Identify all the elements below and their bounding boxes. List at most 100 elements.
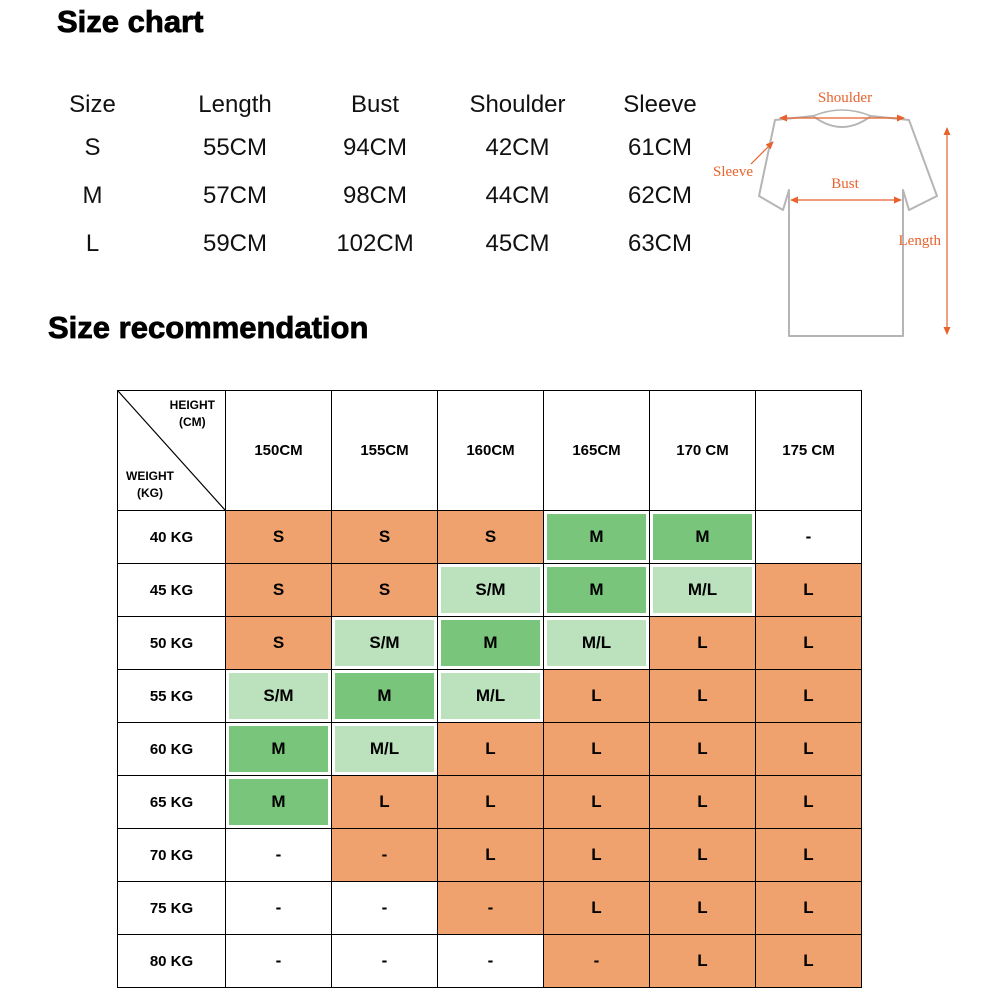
size-cell: - [755,510,861,563]
size-chart-value: 55CM [202,134,268,161]
size-cell: M/L [331,722,437,775]
cell-value: M [483,633,498,652]
size-chart-value: 63CM [627,230,693,257]
cell-fill [650,776,755,828]
size-cell: L [649,934,755,987]
cell-value: - [487,951,494,970]
cell-value: L [697,845,708,864]
cell-value: M [271,739,286,758]
cell-value: S [378,580,391,599]
cell-value: M [695,527,710,546]
size-cell: L [543,881,649,934]
size-cell: L [755,722,861,775]
size-cell: S [331,563,437,616]
cell-value: S/M [263,686,294,705]
cell-value: L [803,898,814,917]
size-cell: - [331,828,437,881]
cell-fill [756,829,861,881]
size-chart-value: 62CM [627,182,693,209]
weight-label: 75 KG [117,881,225,934]
size-cell: M/L [437,669,543,722]
size-cell: - [225,934,331,987]
size-cell: L [437,828,543,881]
cell-fill [332,829,437,881]
cell-value: - [381,898,388,917]
height-unit: (CM) [179,414,206,429]
cell-fill [756,935,861,987]
cell-value: M [589,580,604,599]
cell-fill [650,617,755,669]
size-chart-value: 42CM [485,134,550,161]
height-header: 160CM [437,390,543,510]
sleeve-label: Sleeve [713,164,753,180]
size-cell: L [543,775,649,828]
cell-fill [544,723,649,775]
size-chart-header: Shoulder [469,91,566,118]
cell-fill [756,617,861,669]
cell-fill [226,617,331,669]
cell-value: - [381,845,388,864]
size-chart-size-label: L [85,230,100,257]
cell-value: M/L [687,580,718,599]
cell-value: L [803,739,814,758]
size-cell: L [649,669,755,722]
size-cell: - [225,828,331,881]
size-cell: M [543,510,649,563]
cell-fill [226,511,331,563]
size-cell: M/L [649,563,755,616]
size-cell: L [437,775,543,828]
size-cell: M [225,722,331,775]
cell-fill [547,620,646,666]
cell-value: L [803,633,814,652]
size-cell: L [755,775,861,828]
cell-fill [756,670,861,722]
cell-value: L [379,792,390,811]
cell-fill [441,620,540,666]
cell-value: L [697,686,708,705]
weight-word: WEIGHT [126,469,174,484]
tshirt-measurement-diagram: Shoulder Sleeve Bust Length [713,90,951,337]
cell-fill [438,829,543,881]
weight-label: 60 KG [117,722,225,775]
cell-fill [335,673,434,719]
height-header: 170 CM [649,390,755,510]
cell-fill [332,564,437,616]
size-cell: - [331,934,437,987]
weight-label: 65 KG [117,775,225,828]
cell-fill [756,723,861,775]
cell-value: L [485,845,496,864]
height-word: HEIGHT [169,398,215,412]
cell-fill [544,776,649,828]
cell-fill [335,726,434,772]
length-label: Length [899,233,942,249]
weight-unit: (KG) [137,486,163,501]
cell-value: L [591,845,602,864]
cell-value: - [275,845,282,864]
cell-fill [650,723,755,775]
cell-fill [544,670,649,722]
cell-fill [650,882,755,934]
cell-fill [547,514,646,560]
cell-fill [438,882,543,934]
weight-label: 45 KG [117,563,225,616]
size-cell: L [543,722,649,775]
size-cell: L [755,828,861,881]
cell-value: L [697,898,708,917]
corner-height-label: HEIGHT (CM) [170,397,215,431]
cell-fill [438,511,543,563]
size-cell: S/M [225,669,331,722]
cell-value: M/L [581,633,612,652]
size-cell: M [437,616,543,669]
cell-value: L [803,951,814,970]
cell-value: M/L [369,739,400,758]
cell-fill [544,882,649,934]
weight-label: 55 KG [117,669,225,722]
cell-value: S [272,580,285,599]
size-chart-value: 59CM [202,230,268,257]
tshirt-collar-line [812,109,872,117]
cell-value: L [697,633,708,652]
cell-fill [226,564,331,616]
size-chart-value: 98CM [342,182,408,209]
cell-value: - [381,951,388,970]
cell-fill [229,726,328,772]
